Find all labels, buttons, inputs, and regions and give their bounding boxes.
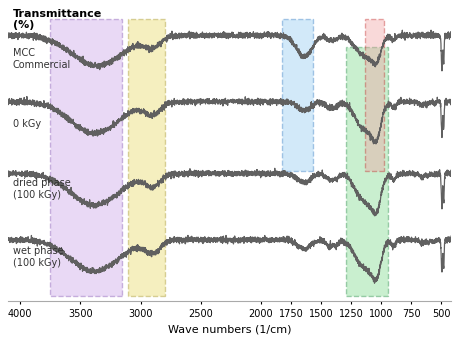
Text: wet phase
(100 kGy): wet phase (100 kGy) [12,246,63,268]
Bar [365,19,383,171]
Bar [50,19,122,296]
X-axis label: Wave numbers (1/cm): Wave numbers (1/cm) [168,324,291,335]
Text: MCC
Commercial: MCC Commercial [12,48,71,70]
Bar [129,19,164,296]
Text: Transmittance
(%): Transmittance (%) [12,8,102,30]
Bar [283,19,312,171]
Bar [346,47,388,296]
Text: 0 kGy: 0 kGy [12,119,41,129]
Text: dried phase
(100 kGy): dried phase (100 kGy) [12,178,71,200]
